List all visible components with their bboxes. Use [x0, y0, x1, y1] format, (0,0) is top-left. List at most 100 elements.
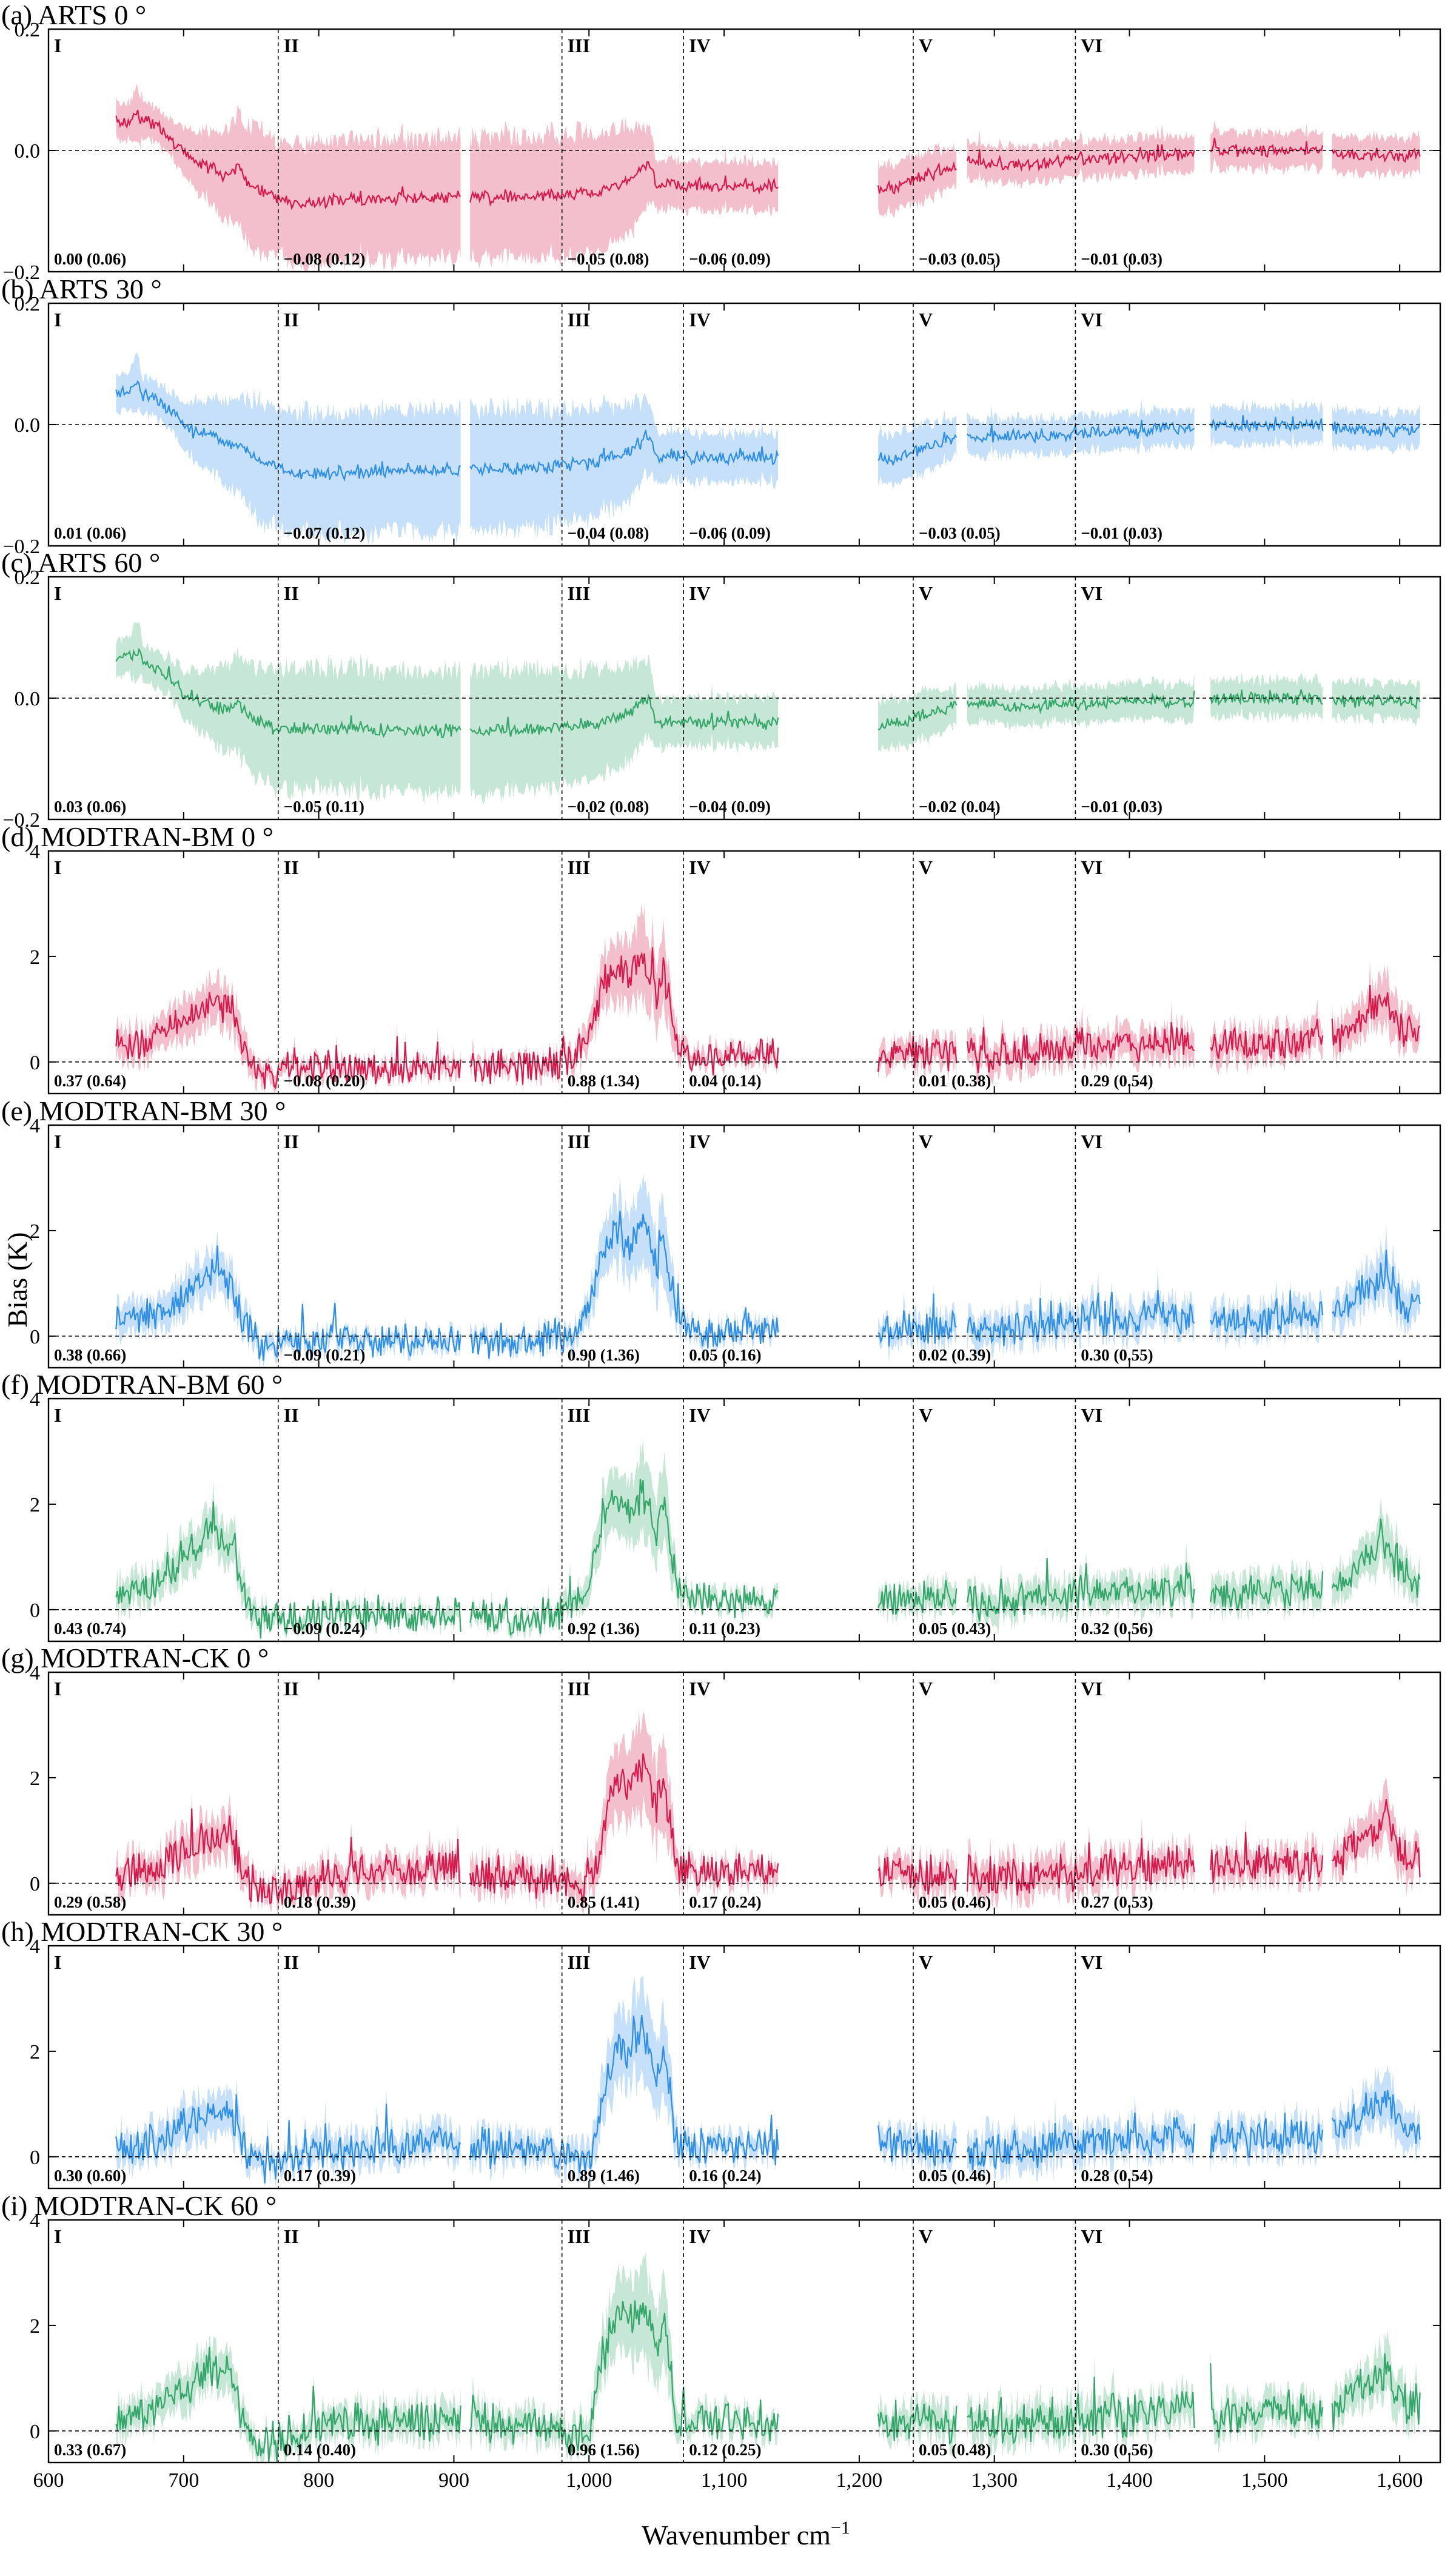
y-tick-label: 0.2 [15, 567, 41, 589]
bias-series-line [877, 2399, 958, 2445]
region-stat: 0.96 (1.56) [568, 2441, 640, 2459]
uncertainty-band [878, 410, 957, 491]
bias-series-line [115, 1808, 461, 1905]
region-label: I [54, 1131, 61, 1152]
bias-series-line [967, 1022, 1195, 1074]
bias-series-line [877, 1293, 957, 1347]
region-label: V [919, 309, 933, 331]
region-label: VI [1081, 1131, 1102, 1152]
region-label: VI [1081, 2225, 1102, 2247]
region-stat: −0.04 (0.09) [689, 798, 771, 816]
bias-series-line [877, 161, 957, 195]
region-stat: 0.29 (0.58) [54, 1893, 126, 1911]
panel-title: (h) MODTRAN-CK 30 ° [1, 1916, 283, 1947]
region-label: IV [689, 2225, 711, 2247]
y-tick-label: 2 [30, 946, 40, 969]
region-label: I [54, 2225, 61, 2247]
bias-series-line [877, 1854, 958, 1895]
panel-title: (i) MODTRAN-CK 60 ° [1, 2190, 277, 2221]
region-label: VI [1081, 1951, 1102, 1973]
uncertainty-band [470, 117, 779, 269]
region-label: III [568, 35, 590, 56]
region-stat: 0.90 (1.36) [568, 1346, 640, 1364]
uncertainty-band [1210, 998, 1323, 1076]
x-tick-label: 1,600 [1377, 2469, 1423, 2492]
y-tick-label: 2 [30, 1220, 40, 1243]
panel-f: (f) MODTRAN-BM 60 ° I 0.43 (0.74) II −0.09 (… [1, 1369, 1441, 1643]
uncertainty-band [967, 124, 1195, 189]
uncertainty-band [470, 1975, 779, 2188]
region-label: II [284, 309, 299, 331]
region-label: II [284, 2225, 299, 2247]
region-label: I [54, 1951, 61, 1973]
region-stat: −0.09 (0.21) [284, 1346, 366, 1364]
region-stat: 0.05 (0.16) [689, 1346, 761, 1364]
axes-frame [47, 1945, 1441, 2190]
x-tick-label: 1,000 [566, 2469, 612, 2492]
y-tick-label: 0 [30, 1326, 40, 1348]
region-label: IV [689, 1678, 711, 1700]
bias-series-line [469, 1211, 779, 1359]
bias-series-line [469, 161, 779, 207]
region-stat: −0.05 (0.08) [568, 250, 649, 268]
region-label: II [284, 856, 299, 878]
y-tick-label: 4 [30, 1662, 40, 1684]
region-label: V [919, 1678, 933, 1700]
y-tick-label: 2 [30, 1494, 40, 1516]
x-tick-label: 1,100 [701, 2469, 748, 2492]
x-tick-label: 1,500 [1241, 2469, 1288, 2492]
region-stat: 0.85 (1.41) [568, 1893, 640, 1911]
region-label: II [284, 1678, 299, 1700]
bias-series-line [1331, 693, 1421, 710]
x-tick-label: 1,200 [836, 2469, 883, 2492]
region-stat: 0.00 (0.06) [54, 250, 126, 268]
bias-series-line [1210, 1570, 1324, 1610]
region-stat: −0.03 (0.05) [919, 524, 1001, 542]
bias-series-line [1210, 1832, 1324, 1883]
uncertainty-band [967, 673, 1195, 731]
bias-series-line [1331, 984, 1421, 1052]
region-label: V [919, 1131, 933, 1152]
region-label: I [54, 1404, 61, 1426]
region-label: IV [689, 1951, 711, 1973]
bias-series-line [1210, 2113, 1324, 2159]
region-label: VI [1081, 309, 1102, 331]
y-tick-label: 0.0 [15, 140, 41, 163]
region-label: II [284, 1404, 299, 1426]
y-tick-label: 0 [30, 1599, 40, 1622]
panel-title: (c) ARTS 60 ° [1, 547, 160, 578]
uncertainty-band [878, 2116, 957, 2177]
uncertainty-band [967, 2357, 1195, 2458]
region-stat: −0.01 (0.03) [1081, 524, 1162, 542]
region-stat: 0.30 (0.55) [1081, 1346, 1153, 1364]
region-label: II [284, 582, 299, 604]
region-label: III [568, 1131, 590, 1152]
panel-i: (i) MODTRAN-CK 60 ° I 0.33 (0.67) II 0.14 (0… [1, 2190, 1441, 2492]
bias-series-line [1331, 422, 1421, 438]
bias-series-line [967, 1290, 1195, 1346]
region-label: V [919, 1404, 933, 1426]
bias-series-line [1331, 1518, 1421, 1598]
region-label: III [568, 1678, 590, 1700]
panel-e: (e) MODTRAN-BM 30 ° I 0.38 (0.66) II −0.09 (… [1, 1095, 1441, 1369]
region-stat: −0.08 (0.12) [284, 250, 366, 268]
y-tick-label: −0.2 [2, 809, 40, 832]
region-stat: 0.17 (0.24) [689, 1893, 761, 1911]
panel-a: (a) ARTS 0 ° I 0.00 (0.06) II −0.08 (0.12) II… [1, 0, 1441, 284]
uncertainty-band [470, 654, 779, 805]
bias-series-line [1331, 2090, 1421, 2144]
bias-series-line [469, 1753, 779, 1903]
region-label: IV [689, 309, 711, 331]
uncertainty-band [967, 1003, 1195, 1086]
panel-b: (b) ARTS 30 ° I 0.01 (0.06) II −0.07 (0.12) I… [1, 274, 1441, 558]
uncertainty-band [967, 1819, 1195, 1912]
bias-series-line [115, 2094, 461, 2184]
y-tick-label: 4 [30, 1388, 40, 1411]
region-label: II [284, 1951, 299, 1973]
region-stat: 0.11 (0.23) [689, 1619, 760, 1638]
bias-series-line [1210, 1290, 1324, 1337]
bias-series-line [469, 429, 779, 477]
region-stat: 0.18 (0.39) [284, 1893, 356, 1911]
region-label: III [568, 2225, 590, 2247]
region-stat: −0.07 (0.12) [284, 524, 366, 542]
